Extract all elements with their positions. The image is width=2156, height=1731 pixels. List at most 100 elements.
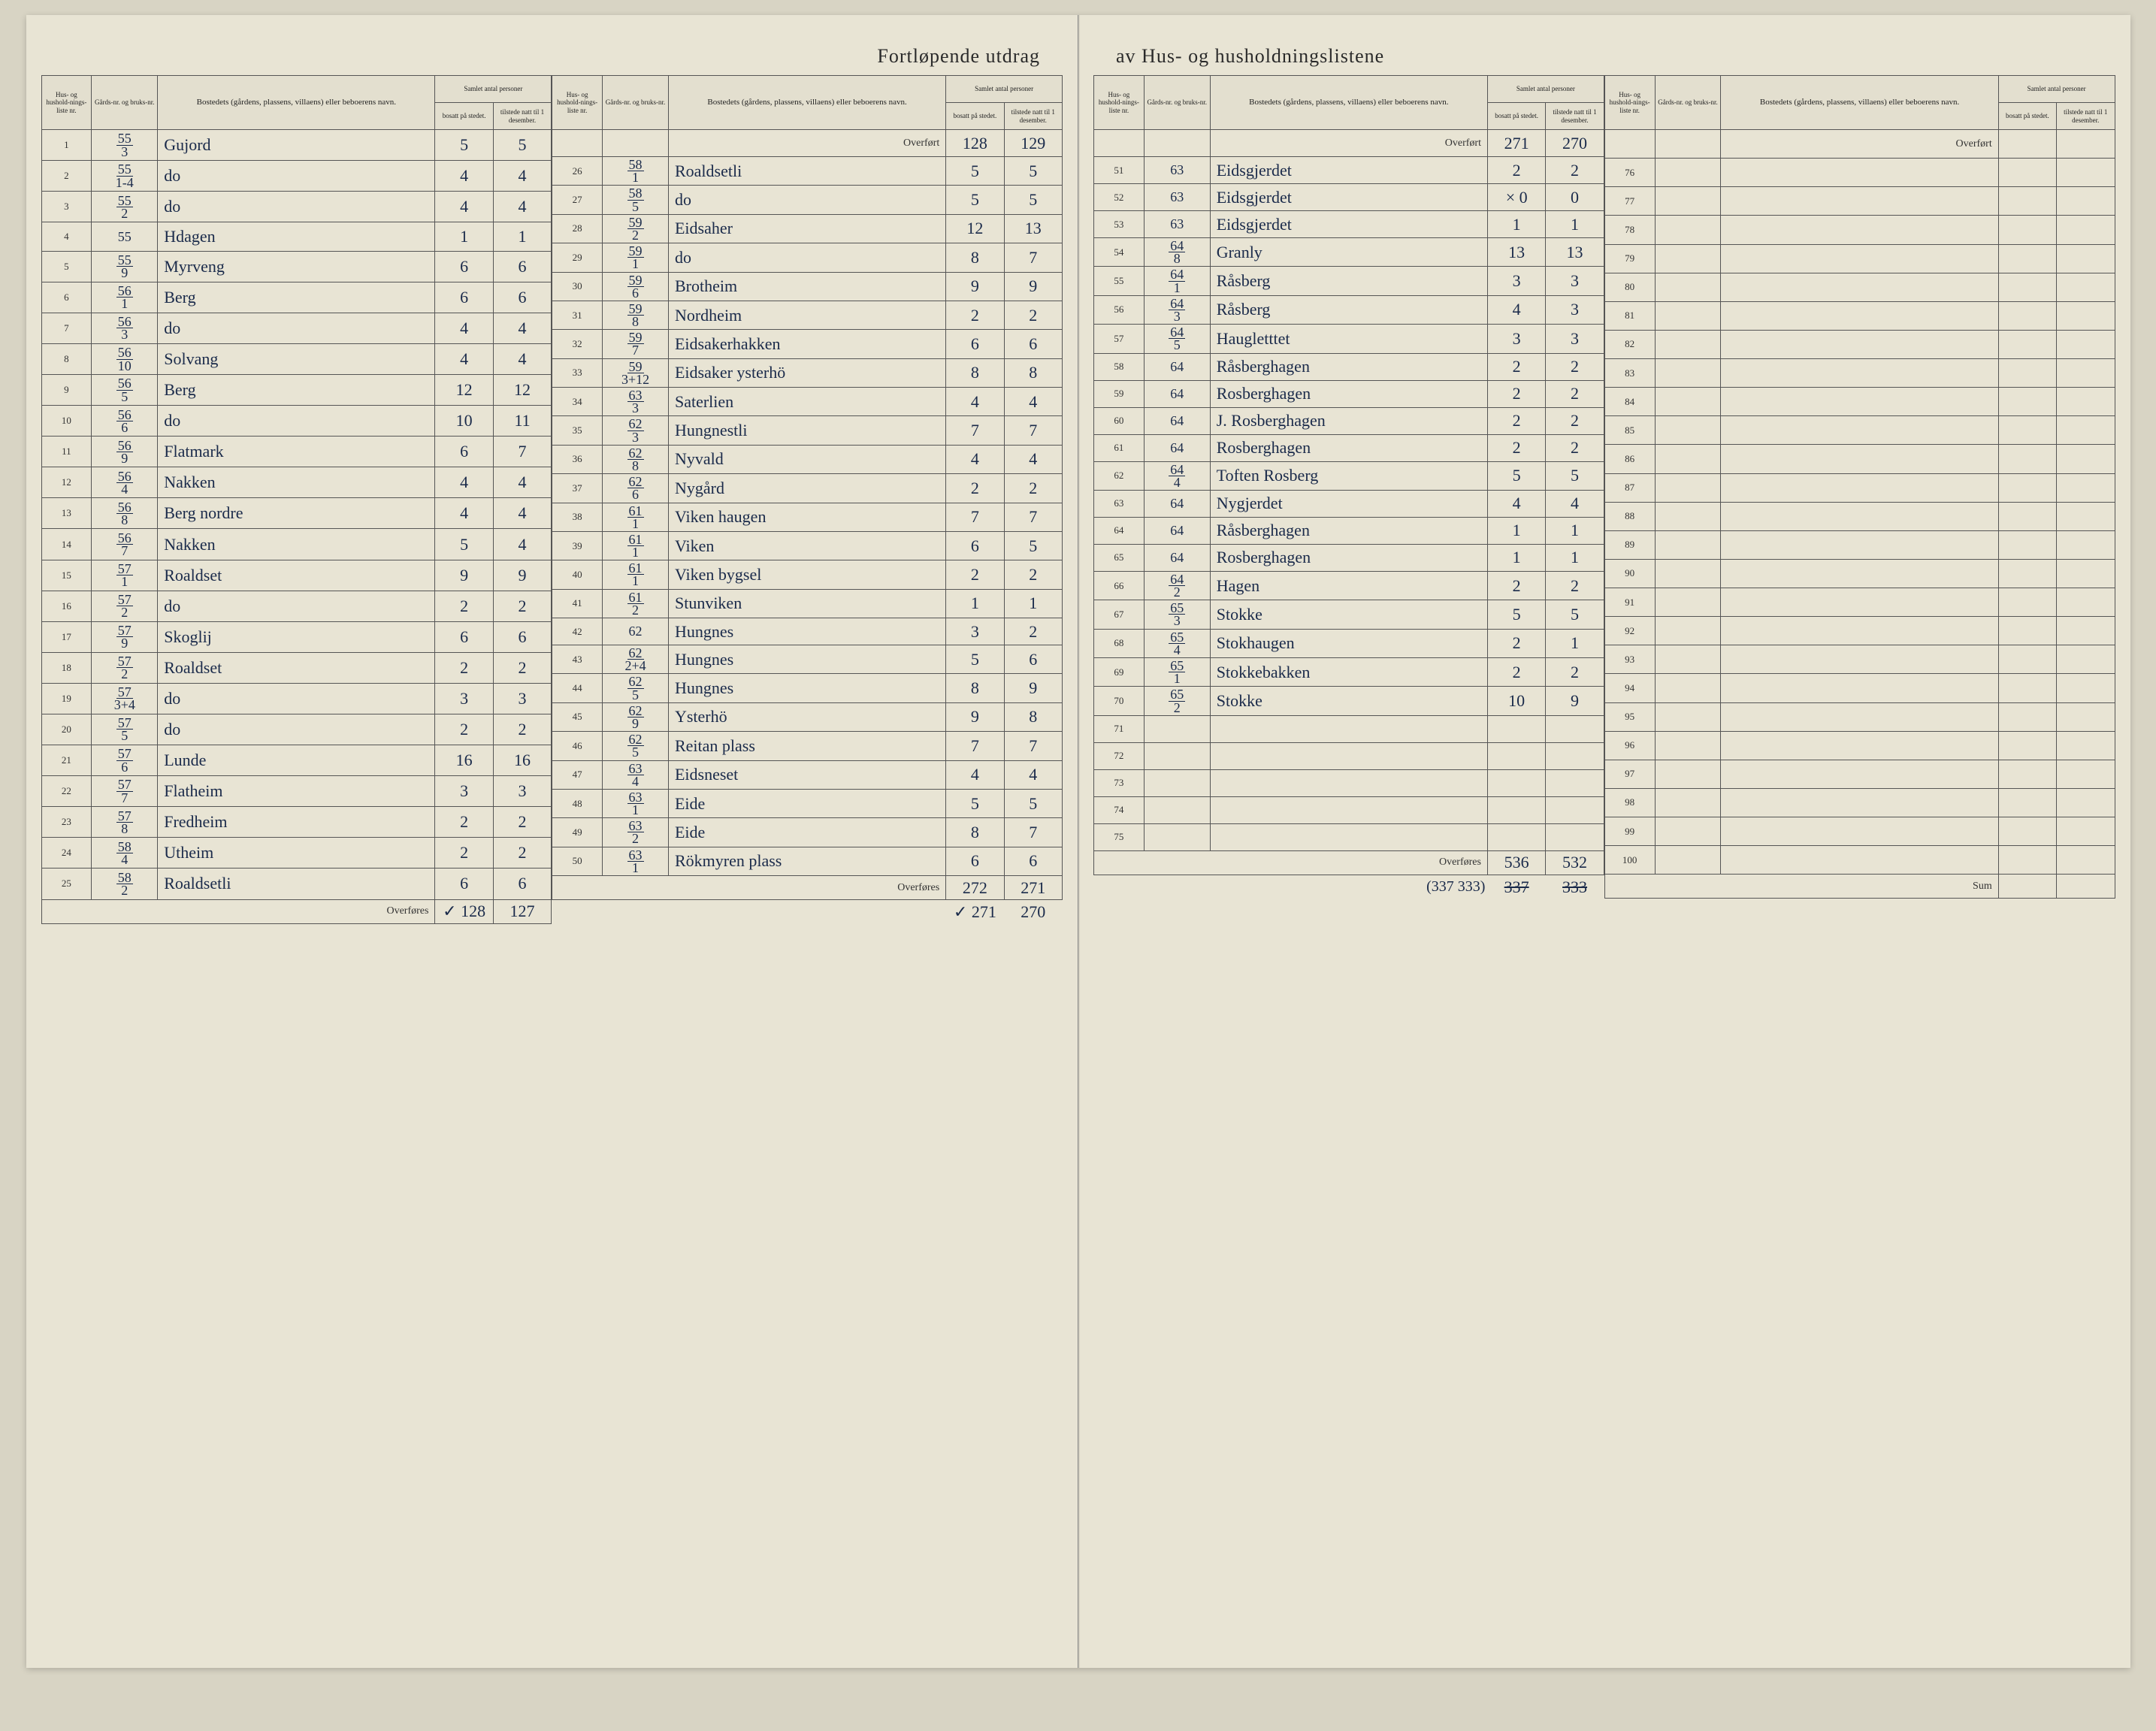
- row-number: 89: [1604, 530, 1655, 559]
- row-number: 58: [1094, 353, 1145, 380]
- bosted-name: [1721, 588, 1998, 617]
- gards-nr: 561: [92, 282, 158, 313]
- bosatt-count: 2: [1487, 157, 1545, 184]
- bosatt-count: [1998, 645, 2056, 674]
- overfort-row: Overført: [1604, 130, 2115, 159]
- bosted-name: Roaldsetli: [668, 157, 945, 186]
- gards-nr: [1144, 823, 1210, 850]
- table-row: 38611Viken haugen77: [552, 503, 1063, 531]
- gards-nr: 551-4: [92, 161, 158, 192]
- gards-nr: 632: [603, 818, 669, 847]
- tilstede-count: 4: [493, 498, 551, 529]
- row-number: 18: [41, 652, 92, 683]
- row-number: 9: [41, 375, 92, 406]
- bosted-name: Hdagen: [158, 222, 435, 252]
- bosted-name: [1721, 244, 1998, 273]
- bosatt-count: [1998, 817, 2056, 846]
- row-number: 57: [1094, 325, 1145, 353]
- row-number: 22: [41, 776, 92, 807]
- gards-nr: 63: [1144, 211, 1210, 238]
- tilstede-count: [2057, 588, 2115, 617]
- bosted-name: Myrveng: [158, 251, 435, 282]
- bosatt-count: 6: [435, 869, 493, 899]
- row-number: 47: [552, 760, 603, 789]
- bosted-name: Berg: [158, 282, 435, 313]
- row-number: 73: [1094, 769, 1145, 796]
- tilstede-count: 4: [493, 344, 551, 375]
- bosatt-count: [1998, 244, 2056, 273]
- tilstede-count: 4: [1004, 388, 1062, 416]
- row-number: 27: [552, 186, 603, 214]
- row-number: 69: [1094, 658, 1145, 687]
- bosted-name: Skoglij: [158, 621, 435, 652]
- gards-nr: 642: [1144, 571, 1210, 600]
- bosted-name: Eidsneset: [668, 760, 945, 789]
- table-row: 50631Rökmyren plass66: [552, 847, 1063, 875]
- row-number: 76: [1604, 159, 1655, 187]
- bosatt-count: [1998, 502, 2056, 530]
- tilstede-count: [2057, 817, 2115, 846]
- bosatt-count: [1998, 187, 2056, 216]
- bosatt-count: 2: [435, 591, 493, 621]
- bosted-name: [1721, 330, 1998, 358]
- tilstede-count: 4: [493, 313, 551, 343]
- tilstede-count: [1546, 796, 1604, 823]
- gards-nr: [1655, 359, 1721, 388]
- row-number: 39: [552, 531, 603, 560]
- bosatt-count: 4: [946, 760, 1004, 789]
- table-row: 84: [1604, 388, 2115, 416]
- bosatt-count: 5: [435, 529, 493, 560]
- bosted-name: Eidsaher: [668, 214, 945, 243]
- tilstede-count: 6: [493, 282, 551, 313]
- ledger-sheet: Fortløpende utdrag Hus- og hushold-nings…: [26, 15, 2130, 1668]
- bosatt-count: 6: [435, 282, 493, 313]
- gards-nr: 611: [603, 503, 669, 531]
- gards-nr: [1655, 588, 1721, 617]
- row-number: 25: [41, 869, 92, 899]
- bosted-name: Berg: [158, 375, 435, 406]
- row-number: 52: [1094, 184, 1145, 211]
- gards-nr: 584: [92, 838, 158, 869]
- page-left: Fortløpende utdrag Hus- og hushold-nings…: [26, 15, 1079, 1668]
- table-row: 49632Eide87: [552, 818, 1063, 847]
- gards-nr: [1655, 159, 1721, 187]
- bosted-name: Flatmark: [158, 437, 435, 467]
- gards-nr: 654: [1144, 629, 1210, 657]
- bosted-name: do: [668, 186, 945, 214]
- bosted-name: do: [158, 192, 435, 222]
- row-number: 40: [552, 560, 603, 589]
- bosted-name: Rosberghagen: [1210, 434, 1487, 461]
- tilstede-count: 5: [1546, 461, 1604, 490]
- bosatt-count: [1998, 473, 2056, 502]
- tilstede-count: 3: [1546, 295, 1604, 324]
- gards-nr: 633: [603, 388, 669, 416]
- tilstede-count: 1: [493, 222, 551, 252]
- table-row: 5964Rosberghagen22: [1094, 380, 1604, 407]
- bosted-name: Hungnestli: [668, 416, 945, 445]
- gards-nr: 625: [603, 732, 669, 760]
- table-row: 55641Råsberg33: [1094, 267, 1604, 295]
- table-row: 28592Eidsaher1213: [552, 214, 1063, 243]
- row-number: 5: [41, 251, 92, 282]
- tilstede-count: 4: [493, 161, 551, 192]
- bosted-name: Nyvald: [668, 445, 945, 473]
- row-number: 74: [1094, 796, 1145, 823]
- gards-nr: 622+4: [603, 645, 669, 674]
- gards-nr: [1655, 416, 1721, 445]
- bosatt-count: 2: [1487, 658, 1545, 687]
- bosted-name: [1721, 846, 1998, 875]
- tilstede-count: [2057, 645, 2115, 674]
- struck-row: (337 333) 337 333: [1094, 875, 1604, 899]
- table-row: 31598Nordheim22: [552, 301, 1063, 329]
- bosted-name: [1721, 301, 1998, 330]
- row-number: 82: [1604, 330, 1655, 358]
- bosatt-count: 3: [435, 683, 493, 714]
- title-right: av Hus- og husholdningslistene: [1093, 45, 2115, 68]
- tilstede-count: [2057, 359, 2115, 388]
- bosted-name: Rosberghagen: [1210, 544, 1487, 571]
- row-number: 65: [1094, 544, 1145, 571]
- table-row: 69651Stokkebakken22: [1094, 658, 1604, 687]
- tilstede-count: [2057, 731, 2115, 760]
- gards-nr: 645: [1144, 325, 1210, 353]
- bosted-name: Nakken: [158, 529, 435, 560]
